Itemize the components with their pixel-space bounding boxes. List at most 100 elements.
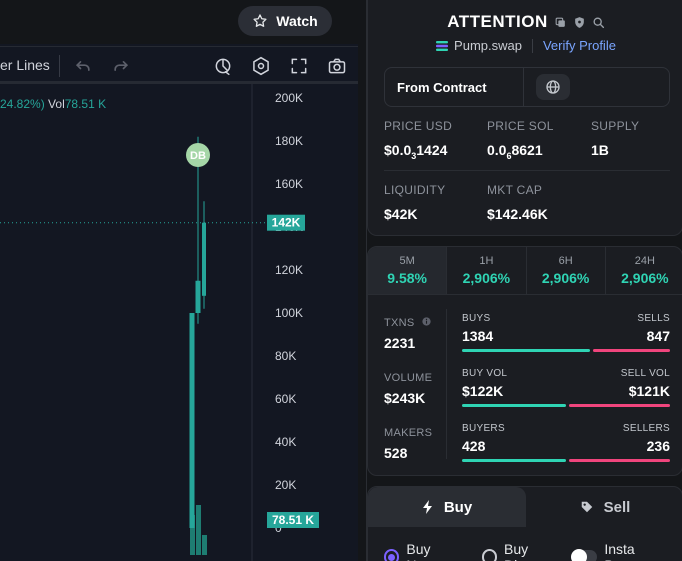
radio-unselected[interactable] <box>481 549 498 561</box>
redo-icon[interactable] <box>110 55 132 77</box>
sellers-label: SELLERS <box>622 423 670 434</box>
legend-change: 24.82%) <box>0 97 45 111</box>
price-usd-label: PRICE USD <box>384 119 453 133</box>
liquidity-label: LIQUIDITY <box>384 183 446 197</box>
buys-label: BUYS <box>462 313 491 324</box>
tag-icon <box>581 501 592 513</box>
volume-value: $243K <box>384 390 426 406</box>
y-tick-label: 200K <box>275 91 303 105</box>
legend-vol-value: 78.51 K <box>64 97 107 111</box>
chart-toolbar: er Lines <box>0 46 358 84</box>
shield-icon[interactable] <box>573 16 586 29</box>
volume-label: VOLUME <box>384 372 433 384</box>
contract-box: From Contract <box>384 67 670 107</box>
buy-sell-vol-group: BUY VOL SELL VOL $122K $121K <box>462 368 670 407</box>
y-tick-label: 80K <box>275 349 296 363</box>
db-marker-label: DB <box>190 150 206 162</box>
lightning-icon <box>422 500 432 514</box>
tab-24h[interactable]: 24H 2,906% <box>621 255 669 286</box>
makers-label: MAKERS <box>384 427 433 439</box>
buys-sells-bar <box>462 349 670 352</box>
stats-divider <box>384 170 670 171</box>
buy-sell-vol-bar <box>462 404 670 407</box>
price-sol-label: PRICE SOL <box>487 119 554 133</box>
price-sol-value: 0.068621 <box>487 142 543 161</box>
candle-body <box>189 313 195 528</box>
buyers-value: 428 <box>462 438 486 454</box>
makers-stat: MAKERS 528 <box>384 427 432 461</box>
buyers-sellers-bar <box>462 459 670 462</box>
camera-icon[interactable] <box>326 55 348 77</box>
txns-label: TXNS <box>384 317 415 329</box>
info-icon[interactable] <box>422 317 431 326</box>
y-tick-label: 180K <box>275 134 303 148</box>
sells-label: SELLS <box>637 313 670 324</box>
token-info-panel: ATTENTION Pump.swap Verify Profile From … <box>366 0 682 561</box>
option-insta-buy[interactable]: Insta Buy <box>570 541 660 561</box>
txns-stat: TXNS 2231 <box>384 317 431 351</box>
tab-6h[interactable]: 6H 2,906% <box>527 247 606 294</box>
verify-profile-link[interactable]: Verify Profile <box>542 38 616 53</box>
supply-label: SUPPLY <box>591 119 640 133</box>
insta-buy-toggle[interactable] <box>570 549 598 561</box>
sell-tab-label: Sell <box>603 498 631 516</box>
settings-icon[interactable] <box>250 55 272 77</box>
drawing-tool-label[interactable]: er Lines <box>0 57 50 73</box>
buy-vol-value: $122K <box>462 383 504 399</box>
buy-options: Buy Now Buy Dip Insta Buy <box>384 541 682 561</box>
current-price-badge <box>267 214 305 231</box>
liquidity-value: $42K <box>384 206 418 222</box>
trade-tabs: Buy Sell <box>368 487 682 527</box>
y-tick-label: 120K <box>275 263 303 277</box>
subtitle-divider <box>531 38 533 53</box>
sell-vol-label: SELL VOL <box>620 368 670 379</box>
chart-legend: 24.82%) Vol78.51 K <box>0 97 106 111</box>
copy-icon[interactable] <box>554 16 567 29</box>
chart-header: Watch <box>0 0 358 44</box>
trade-card: Buy Sell Buy Now Buy Dip Insta Buy <box>367 486 682 561</box>
option-buy-now[interactable]: Buy Now <box>384 541 460 561</box>
sell-vol-value: $121K <box>628 383 670 399</box>
option-buy-dip[interactable]: Buy Dip <box>481 541 551 561</box>
chart-panel[interactable]: Watch er Lines 200K180K160K140K120K100K8… <box>0 0 358 561</box>
fullscreen-icon[interactable] <box>288 55 310 77</box>
tab-sell[interactable]: Sell <box>526 487 682 527</box>
txn-divider <box>446 309 447 459</box>
stat-mktcap: MKT CAP $142.46K <box>487 183 548 222</box>
platform-name[interactable]: Pump.swap <box>454 38 522 53</box>
current-volume-label: 78.51 K <box>272 513 314 527</box>
legend-vol-label: Vol <box>48 97 65 111</box>
buys-sells-group: BUYS SELLS 1384 847 <box>462 313 670 352</box>
undo-icon[interactable] <box>72 55 94 77</box>
tab-buy[interactable]: Buy <box>368 487 526 527</box>
buyers-label: BUYERS <box>462 423 505 434</box>
radio-selected[interactable] <box>384 549 400 561</box>
from-contract-button[interactable]: From Contract <box>385 68 524 106</box>
token-title-row: ATTENTION <box>368 12 682 32</box>
mktcap-value: $142.46K <box>487 206 548 222</box>
timeframe-tabs: 5M 9.58% 1H 2,906% 6H 2,906% 24H 2,906% <box>368 247 682 295</box>
watch-button[interactable]: Watch <box>238 6 332 36</box>
y-tick-label: 20K <box>275 478 296 492</box>
current-volume-badge <box>267 512 319 528</box>
star-icon <box>253 14 267 27</box>
website-button[interactable] <box>536 74 570 100</box>
supply-value: 1B <box>591 142 609 158</box>
search-icon[interactable] <box>592 16 605 29</box>
buys-value: 1384 <box>462 328 494 344</box>
tab-1h[interactable]: 1H 2,906% <box>447 247 527 294</box>
volume-bar <box>196 505 201 555</box>
token-name: ATTENTION <box>447 12 548 31</box>
y-tick-label: 100K <box>275 306 303 320</box>
price-chart[interactable]: 200K180K160K140K120K100K80K60K40K20K0DB1… <box>0 84 358 561</box>
txns-value: 2231 <box>384 335 416 351</box>
buy-vol-label: BUY VOL <box>462 368 508 379</box>
indicator-icon[interactable] <box>212 55 234 77</box>
mktcap-label: MKT CAP <box>487 183 543 197</box>
makers-value: 528 <box>384 445 408 461</box>
sellers-value: 236 <box>646 438 670 454</box>
price-usd-value: $0.031424 <box>384 142 448 161</box>
tab-5m[interactable]: 5M 9.58% <box>368 247 448 294</box>
stat-liquidity: LIQUIDITY $42K <box>384 183 445 222</box>
watch-label: Watch <box>276 13 318 29</box>
